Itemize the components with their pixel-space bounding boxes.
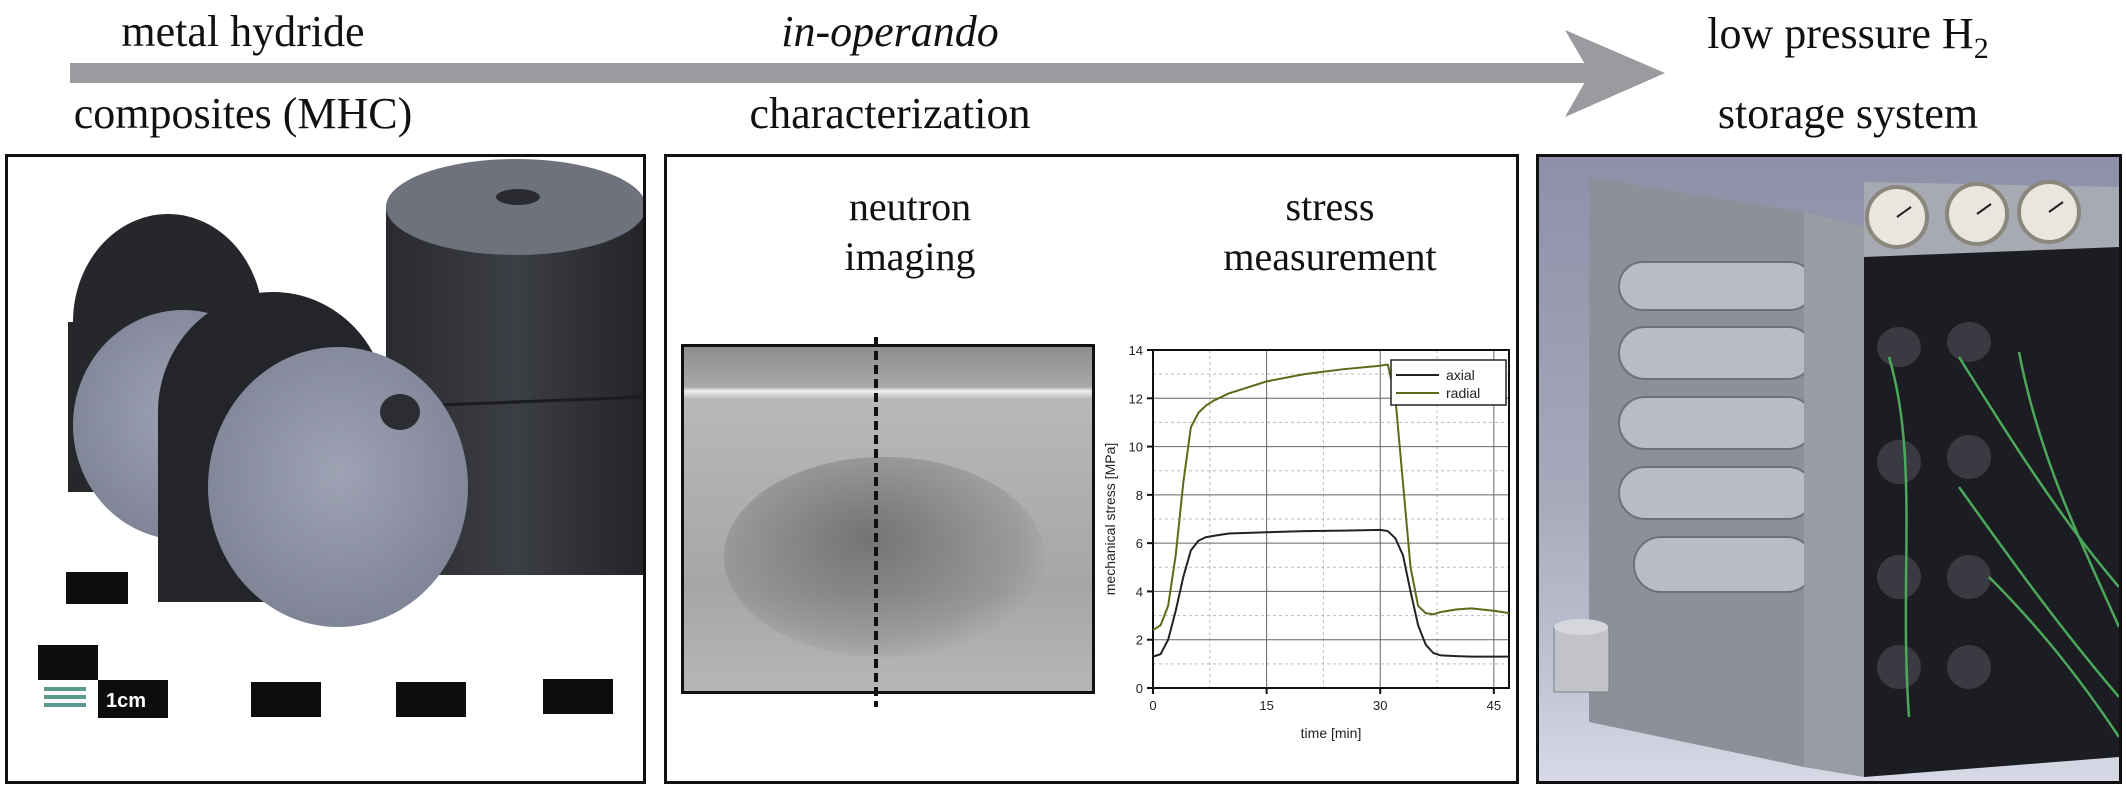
svg-text:0: 0 <box>1149 698 1156 713</box>
svg-text:45: 45 <box>1487 698 1501 713</box>
storage-system-illustration <box>1553 177 2119 777</box>
valve-cavity <box>1864 202 2119 777</box>
mhc-photo-panel: 1cm <box>5 154 646 784</box>
svg-text:4: 4 <box>1136 584 1143 599</box>
process-arrow <box>70 30 1665 117</box>
svg-text:2: 2 <box>1136 633 1143 648</box>
scale-label: 1cm <box>106 690 146 712</box>
valve-blocks <box>1877 322 1991 689</box>
svg-text:time [min]: time [min] <box>1301 725 1362 741</box>
neutron-centerline <box>874 337 878 707</box>
stress-chart: 0 2 4 6 8 10 12 14 0 15 30 45 time [min] mechanical s… <box>1102 343 1510 741</box>
svg-text:6: 6 <box>1136 536 1143 551</box>
pressure-gauge-icons <box>1865 180 2081 249</box>
svg-text:0: 0 <box>1136 681 1143 696</box>
thermocouple-wires <box>1887 351 2119 738</box>
svg-text:10: 10 <box>1129 440 1143 455</box>
neutron-title-2: imaging <box>844 234 976 279</box>
stage2-line1: in-operando <box>781 7 999 56</box>
stage3-line1: low pressure H2 <box>1707 12 1988 64</box>
canister <box>1553 619 1610 693</box>
svg-text:axial: axial <box>1446 367 1475 383</box>
front-plate <box>1804 212 1864 777</box>
stress-title-2: measurement <box>1223 234 1437 279</box>
scale-logo-icon <box>44 687 86 707</box>
stage3-line2: storage system <box>1717 89 1979 138</box>
h2-subscript: 2 <box>1973 32 1989 65</box>
svg-text:30: 30 <box>1373 698 1387 713</box>
stress-title-1: stress <box>1285 184 1375 229</box>
stage2-line2: characterization <box>749 89 1031 138</box>
neutron-dark-region <box>724 457 1044 657</box>
neutron-image <box>681 344 1095 694</box>
tube-bundle <box>1618 261 1815 593</box>
svg-text:14: 14 <box>1129 343 1143 358</box>
mhc-pellets-illustration: 1cm <box>38 159 643 718</box>
neutron-title-1: neutron <box>848 184 972 229</box>
stage1-line1: metal hydride <box>121 7 365 56</box>
storage-system-panel <box>1536 154 2122 784</box>
svg-text:mechanical stress [MPa]: mechanical stress [MPa] <box>1102 443 1118 596</box>
scale-card <box>38 572 613 718</box>
characterization-panel: neutron imaging stress measurement 0 2 4 6 8… <box>664 154 1519 784</box>
svg-text:8: 8 <box>1136 488 1143 503</box>
stage3-text: low pressure H <box>1707 9 1974 58</box>
stage1-line2: composites (MHC) <box>73 89 413 138</box>
svg-text:12: 12 <box>1129 391 1143 406</box>
svg-text:radial: radial <box>1446 385 1480 401</box>
front-pellet <box>158 292 468 627</box>
svg-text:15: 15 <box>1259 698 1273 713</box>
